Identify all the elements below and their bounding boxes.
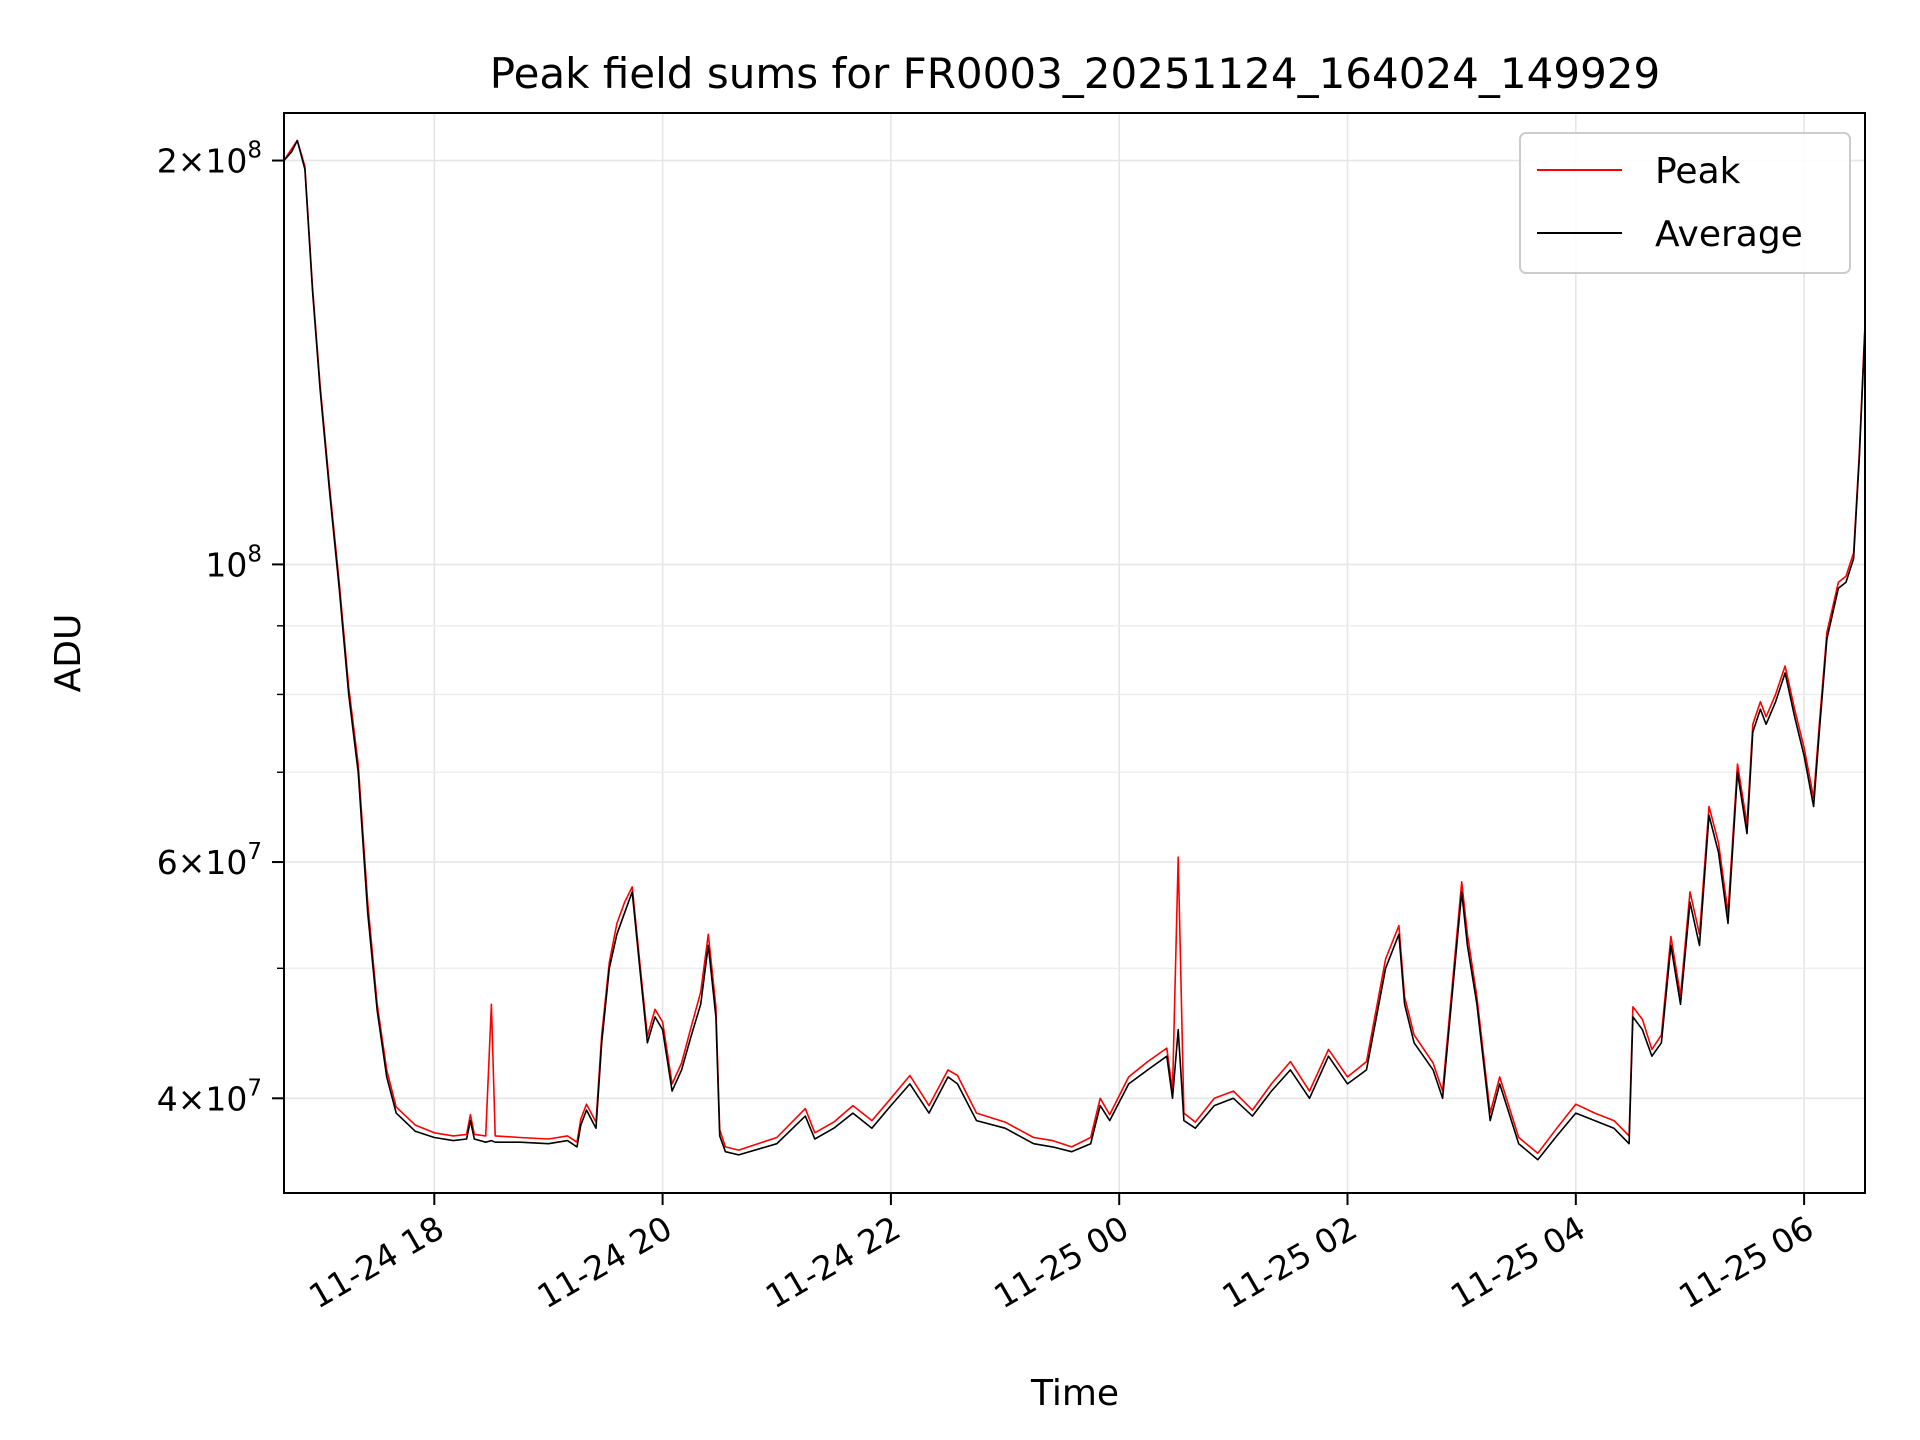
- legend: Peak Average: [1519, 132, 1851, 274]
- legend-average-label: Average: [1655, 214, 1803, 255]
- plot-area-frame: [283, 112, 1866, 1194]
- y-tick-label: 108: [205, 541, 262, 584]
- y-tick-label: 2×108: [157, 138, 262, 181]
- y-tick-label: 6×107: [157, 839, 262, 882]
- average-series-line: [284, 139, 1865, 1161]
- y-axis-ticks: 4×107 6×107 108 2×108: [157, 138, 284, 1118]
- legend-peak-label: Peak: [1655, 151, 1741, 192]
- y-axis-label: ADU: [48, 614, 89, 693]
- chart-title: Peak field sums for FR0003_20251124_1640…: [490, 49, 1660, 98]
- y-tick-label: 4×107: [157, 1075, 262, 1118]
- x-axis-label: Time: [1030, 1373, 1119, 1414]
- legend-box: [1519, 132, 1851, 274]
- peak-series-line: [284, 139, 1865, 1155]
